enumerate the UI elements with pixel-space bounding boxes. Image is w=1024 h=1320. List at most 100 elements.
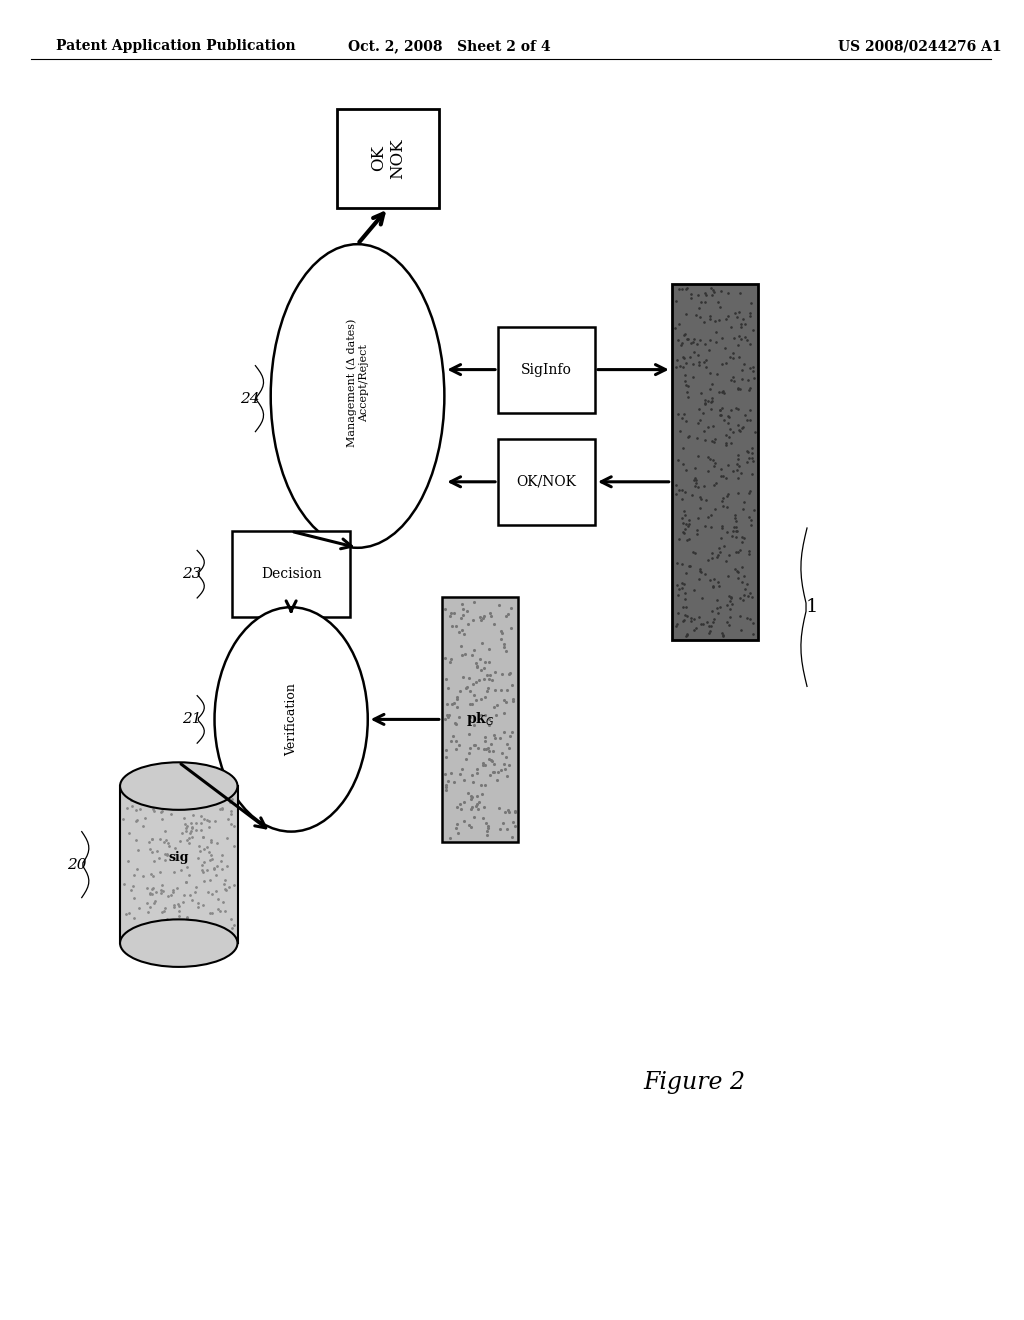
Point: [143, 780, 160, 801]
Point: [672, 355, 688, 376]
Point: [725, 327, 741, 348]
Point: [678, 597, 694, 618]
Point: [204, 849, 220, 870]
Point: [449, 731, 465, 752]
Point: [743, 442, 760, 463]
Point: [152, 829, 168, 850]
Point: [697, 430, 714, 451]
Point: [496, 634, 512, 655]
Point: [723, 370, 739, 391]
Point: [463, 799, 479, 820]
Point: [120, 850, 136, 871]
Point: [477, 730, 494, 751]
Point: [723, 433, 739, 454]
Point: [189, 847, 206, 869]
Point: [687, 475, 703, 496]
Point: [718, 352, 734, 374]
Point: [454, 594, 470, 615]
Point: [143, 925, 160, 946]
Point: [487, 727, 504, 748]
Point: [183, 797, 200, 818]
Point: [733, 317, 750, 338]
Point: [502, 663, 518, 684]
Point: [437, 775, 454, 796]
Point: [727, 558, 743, 579]
Point: [146, 850, 163, 871]
Point: [180, 915, 197, 936]
Point: [680, 426, 696, 447]
Point: [178, 816, 195, 837]
Point: [191, 841, 208, 862]
Point: [186, 882, 203, 903]
Point: [464, 693, 480, 714]
Point: [480, 748, 497, 770]
Point: [679, 606, 695, 627]
Point: [742, 305, 759, 326]
Point: [671, 578, 687, 599]
Point: [465, 772, 481, 793]
Point: [714, 515, 730, 536]
Point: [705, 450, 721, 471]
Point: [721, 586, 737, 607]
Point: [690, 399, 707, 420]
Point: [708, 321, 724, 342]
Point: [131, 924, 147, 945]
Point: [698, 488, 715, 510]
Point: [143, 785, 160, 807]
Point: [210, 899, 226, 920]
Point: [706, 281, 722, 302]
Point: [703, 374, 720, 395]
Point: [741, 378, 758, 399]
Point: [143, 785, 160, 807]
Point: [160, 833, 176, 854]
Point: [718, 432, 734, 453]
Point: [215, 891, 231, 912]
Point: [723, 594, 739, 615]
Point: [460, 614, 476, 635]
Point: [124, 796, 140, 817]
Point: [689, 285, 706, 306]
Point: [143, 883, 160, 904]
Point: [459, 601, 475, 622]
Point: [475, 657, 492, 678]
Ellipse shape: [120, 763, 238, 810]
Point: [713, 466, 729, 487]
Point: [691, 560, 708, 581]
Point: [177, 813, 194, 834]
Text: Decision: Decision: [261, 568, 322, 581]
Point: [696, 312, 713, 333]
Point: [464, 644, 480, 665]
Point: [675, 521, 691, 543]
Point: [722, 607, 738, 628]
Point: [736, 314, 753, 335]
Point: [685, 354, 701, 375]
Point: [184, 888, 201, 909]
Point: [196, 780, 212, 801]
Point: [680, 515, 696, 536]
Point: [734, 532, 751, 553]
Point: [497, 801, 513, 822]
Point: [695, 612, 712, 634]
Point: [481, 639, 498, 660]
Point: [468, 652, 484, 673]
Point: [691, 355, 708, 376]
Point: [504, 721, 520, 742]
Point: [681, 556, 697, 577]
Point: [461, 668, 477, 689]
Point: [685, 579, 701, 601]
Point: [690, 446, 707, 467]
Point: [207, 810, 223, 832]
Point: [462, 706, 478, 727]
Point: [119, 903, 135, 924]
Point: [188, 820, 205, 841]
Point: [714, 397, 730, 418]
Point: [737, 405, 754, 426]
Point: [203, 843, 219, 865]
Point: [463, 785, 479, 807]
Point: [742, 333, 759, 354]
Point: [703, 601, 720, 622]
Point: [161, 793, 177, 814]
Point: [735, 585, 752, 606]
Point: [441, 705, 458, 726]
Point: [675, 437, 691, 458]
